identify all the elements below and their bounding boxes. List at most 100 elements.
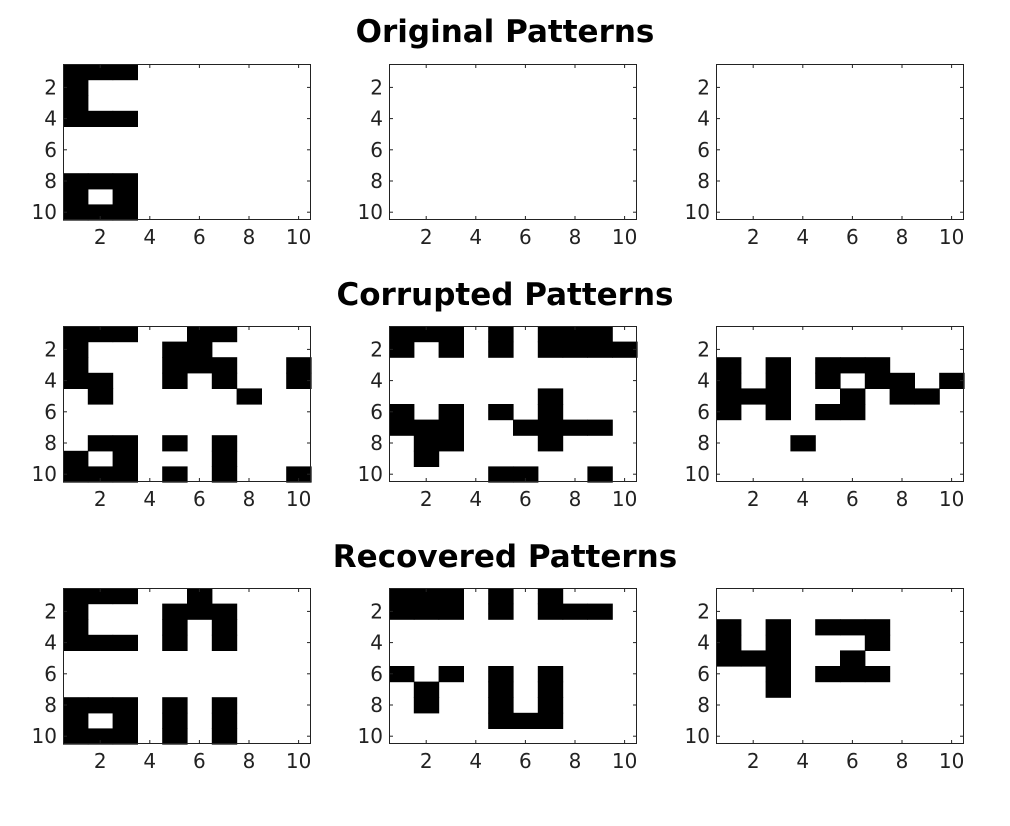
y-tick-label: 2: [697, 75, 710, 99]
heatmap-cell: [211, 372, 238, 389]
heatmap-cell: [438, 419, 464, 436]
heatmap-cell: [413, 435, 440, 452]
heatmap-cell: [438, 588, 464, 605]
heatmap-cell: [87, 728, 114, 745]
x-tick-label: 10: [939, 225, 964, 249]
y-tick-label: 4: [370, 631, 383, 655]
x-tick-label: 6: [846, 487, 859, 511]
panel-recovered-2: 2 4 6 8 10 2 4 6 8 10: [358, 588, 637, 773]
x-tick-label: 4: [796, 487, 809, 511]
row-title-corrupted: Corrupted Patterns: [336, 277, 674, 313]
heatmap-cell: [236, 388, 262, 405]
heatmap-cell: [162, 697, 188, 714]
heatmap-cell: [413, 681, 440, 698]
y-tick-label: 6: [44, 662, 57, 686]
heatmap-cell: [413, 603, 440, 620]
heatmap-cell: [413, 326, 440, 343]
x-tick-label: 4: [143, 749, 156, 773]
heatmap-cell: [488, 341, 514, 358]
heatmap-cell: [187, 326, 213, 343]
x-tick-label: 4: [469, 749, 482, 773]
y-tick-label: 6: [697, 400, 710, 424]
heatmap-cell: [840, 650, 866, 667]
y-tick-label: 4: [697, 107, 710, 131]
heatmap-background: [716, 64, 964, 220]
x-tick-label: 8: [569, 225, 582, 249]
heatmap-cell: [488, 681, 514, 698]
heatmap-cell: [562, 603, 588, 620]
y-tick-label: 4: [697, 369, 710, 393]
heatmap-cell: [87, 466, 114, 483]
heatmap-cell: [162, 728, 188, 745]
y-tick-label: 2: [370, 75, 383, 99]
x-tick-label: 8: [896, 487, 909, 511]
heatmap-cell: [63, 588, 89, 605]
heatmap-cell: [815, 666, 841, 683]
heatmap-cell: [286, 357, 312, 374]
heatmap-cell: [87, 697, 114, 714]
heatmap-cell: [389, 341, 415, 358]
heatmap-cell: [840, 388, 866, 405]
axes-frame: [389, 64, 637, 220]
x-tick-label: 2: [747, 487, 760, 511]
heatmap-cell: [488, 697, 514, 714]
heatmap-cell: [389, 666, 415, 683]
heatmap-cell: [914, 388, 940, 405]
y-tick-label: 8: [44, 693, 57, 717]
heatmap-cell: [537, 326, 564, 343]
x-tick-label: 8: [243, 749, 256, 773]
heatmap-cell: [187, 341, 213, 358]
heatmap-cell: [587, 419, 613, 436]
heatmap-cell: [815, 357, 841, 374]
heatmap-cell: [389, 419, 415, 436]
y-tick-label: 2: [370, 599, 383, 623]
heatmap-cell: [162, 712, 188, 729]
heatmap-cell: [537, 419, 564, 436]
heatmap-cell: [513, 466, 539, 483]
y-tick-label: 8: [697, 169, 710, 193]
y-tick-label: 10: [358, 724, 383, 748]
heatmap-cell: [537, 588, 564, 605]
heatmap-cell: [939, 372, 965, 389]
y-tick-label: 6: [44, 400, 57, 424]
heatmap-cell: [87, 435, 114, 452]
y-tick-label: 8: [44, 169, 57, 193]
x-tick-label: 8: [243, 225, 256, 249]
heatmap-cell: [537, 388, 564, 405]
heatmap-cell: [864, 634, 891, 651]
y-tick-label: 6: [697, 662, 710, 686]
heatmap-cell: [765, 666, 791, 683]
heatmap-cell: [815, 404, 841, 421]
panel-corrupted-3: 2 4 6 8 10 2 4 6 8 10: [685, 326, 965, 511]
heatmap-cell: [537, 341, 564, 358]
heatmap-cell: [815, 372, 841, 389]
heatmap-cell: [211, 603, 238, 620]
heatmap-cell: [513, 419, 539, 436]
heatmap-cell: [537, 681, 564, 698]
y-tick-label: 10: [685, 724, 710, 748]
heatmap-cell: [488, 466, 514, 483]
x-tick-label: 10: [939, 487, 964, 511]
heatmap-cell: [488, 588, 514, 605]
heatmap-cell: [562, 326, 588, 343]
row-title-original: Original Patterns: [355, 14, 655, 50]
y-tick-label: 10: [685, 462, 710, 486]
heatmap-cell: [716, 404, 742, 421]
y-tick-label: 8: [697, 693, 710, 717]
axes-frame: [389, 588, 637, 744]
x-tick-label: 6: [193, 225, 206, 249]
axes-frame: [716, 588, 964, 744]
heatmap-cell: [840, 619, 866, 636]
y-tick-label: 10: [685, 200, 710, 224]
heatmap-cell: [211, 466, 238, 483]
heatmap-cell: [87, 64, 114, 81]
heatmap-cell: [815, 619, 841, 636]
panel-original-1: 2 4 6 8 10 2 4 6 8 10: [32, 64, 311, 249]
heatmap-svg: 2 4 6 8 10 2 4 6 8 10: [358, 326, 638, 511]
x-tick-label: 4: [796, 225, 809, 249]
x-tick-label: 2: [747, 749, 760, 773]
heatmap-cell: [63, 110, 89, 127]
heatmap-cell: [765, 619, 791, 636]
heatmap-cell: [162, 372, 188, 389]
heatmap-cell: [716, 619, 742, 636]
